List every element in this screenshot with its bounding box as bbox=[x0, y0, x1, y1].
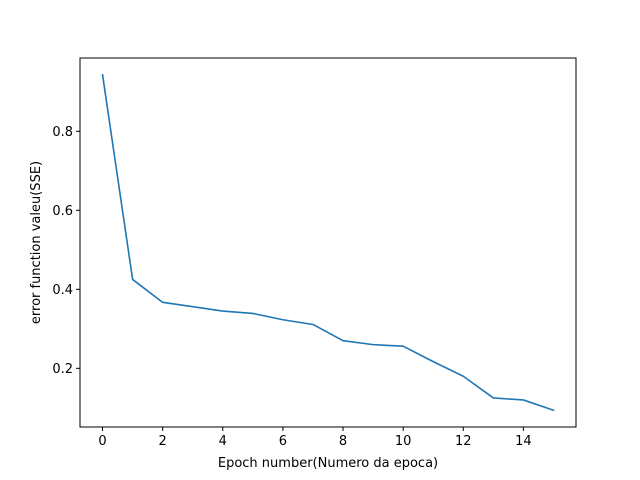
x-axis-ticks: 0 2 4 6 8 10 12 14 bbox=[98, 427, 532, 449]
series-line bbox=[101, 73, 555, 412]
x-axis-label: Epoch number(Numero da epoca) bbox=[218, 456, 438, 471]
plot-frame bbox=[79, 57, 577, 428]
x-tick-label: 6 bbox=[279, 434, 287, 449]
plot-background bbox=[80, 58, 576, 427]
y-tick-label: 0.4 bbox=[52, 283, 73, 298]
x-tick-label: 4 bbox=[219, 434, 227, 449]
series-layer bbox=[101, 73, 555, 412]
x-tick-label: 10 bbox=[395, 434, 412, 449]
y-tick-label: 0.2 bbox=[52, 362, 73, 377]
x-tick-label: 0 bbox=[98, 434, 106, 449]
x-tick-label: 2 bbox=[159, 434, 167, 449]
y-tick-label: 0.6 bbox=[52, 204, 73, 219]
y-axis-label: error function valeu(SSE) bbox=[29, 161, 44, 324]
x-tick-label: 8 bbox=[339, 434, 347, 449]
x-tick-label: 12 bbox=[455, 434, 472, 449]
x-tick-label: 14 bbox=[515, 434, 532, 449]
y-tick-label: 0.8 bbox=[52, 125, 73, 140]
y-axis-ticks: 0.2 0.4 0.6 0.8 bbox=[52, 125, 80, 377]
